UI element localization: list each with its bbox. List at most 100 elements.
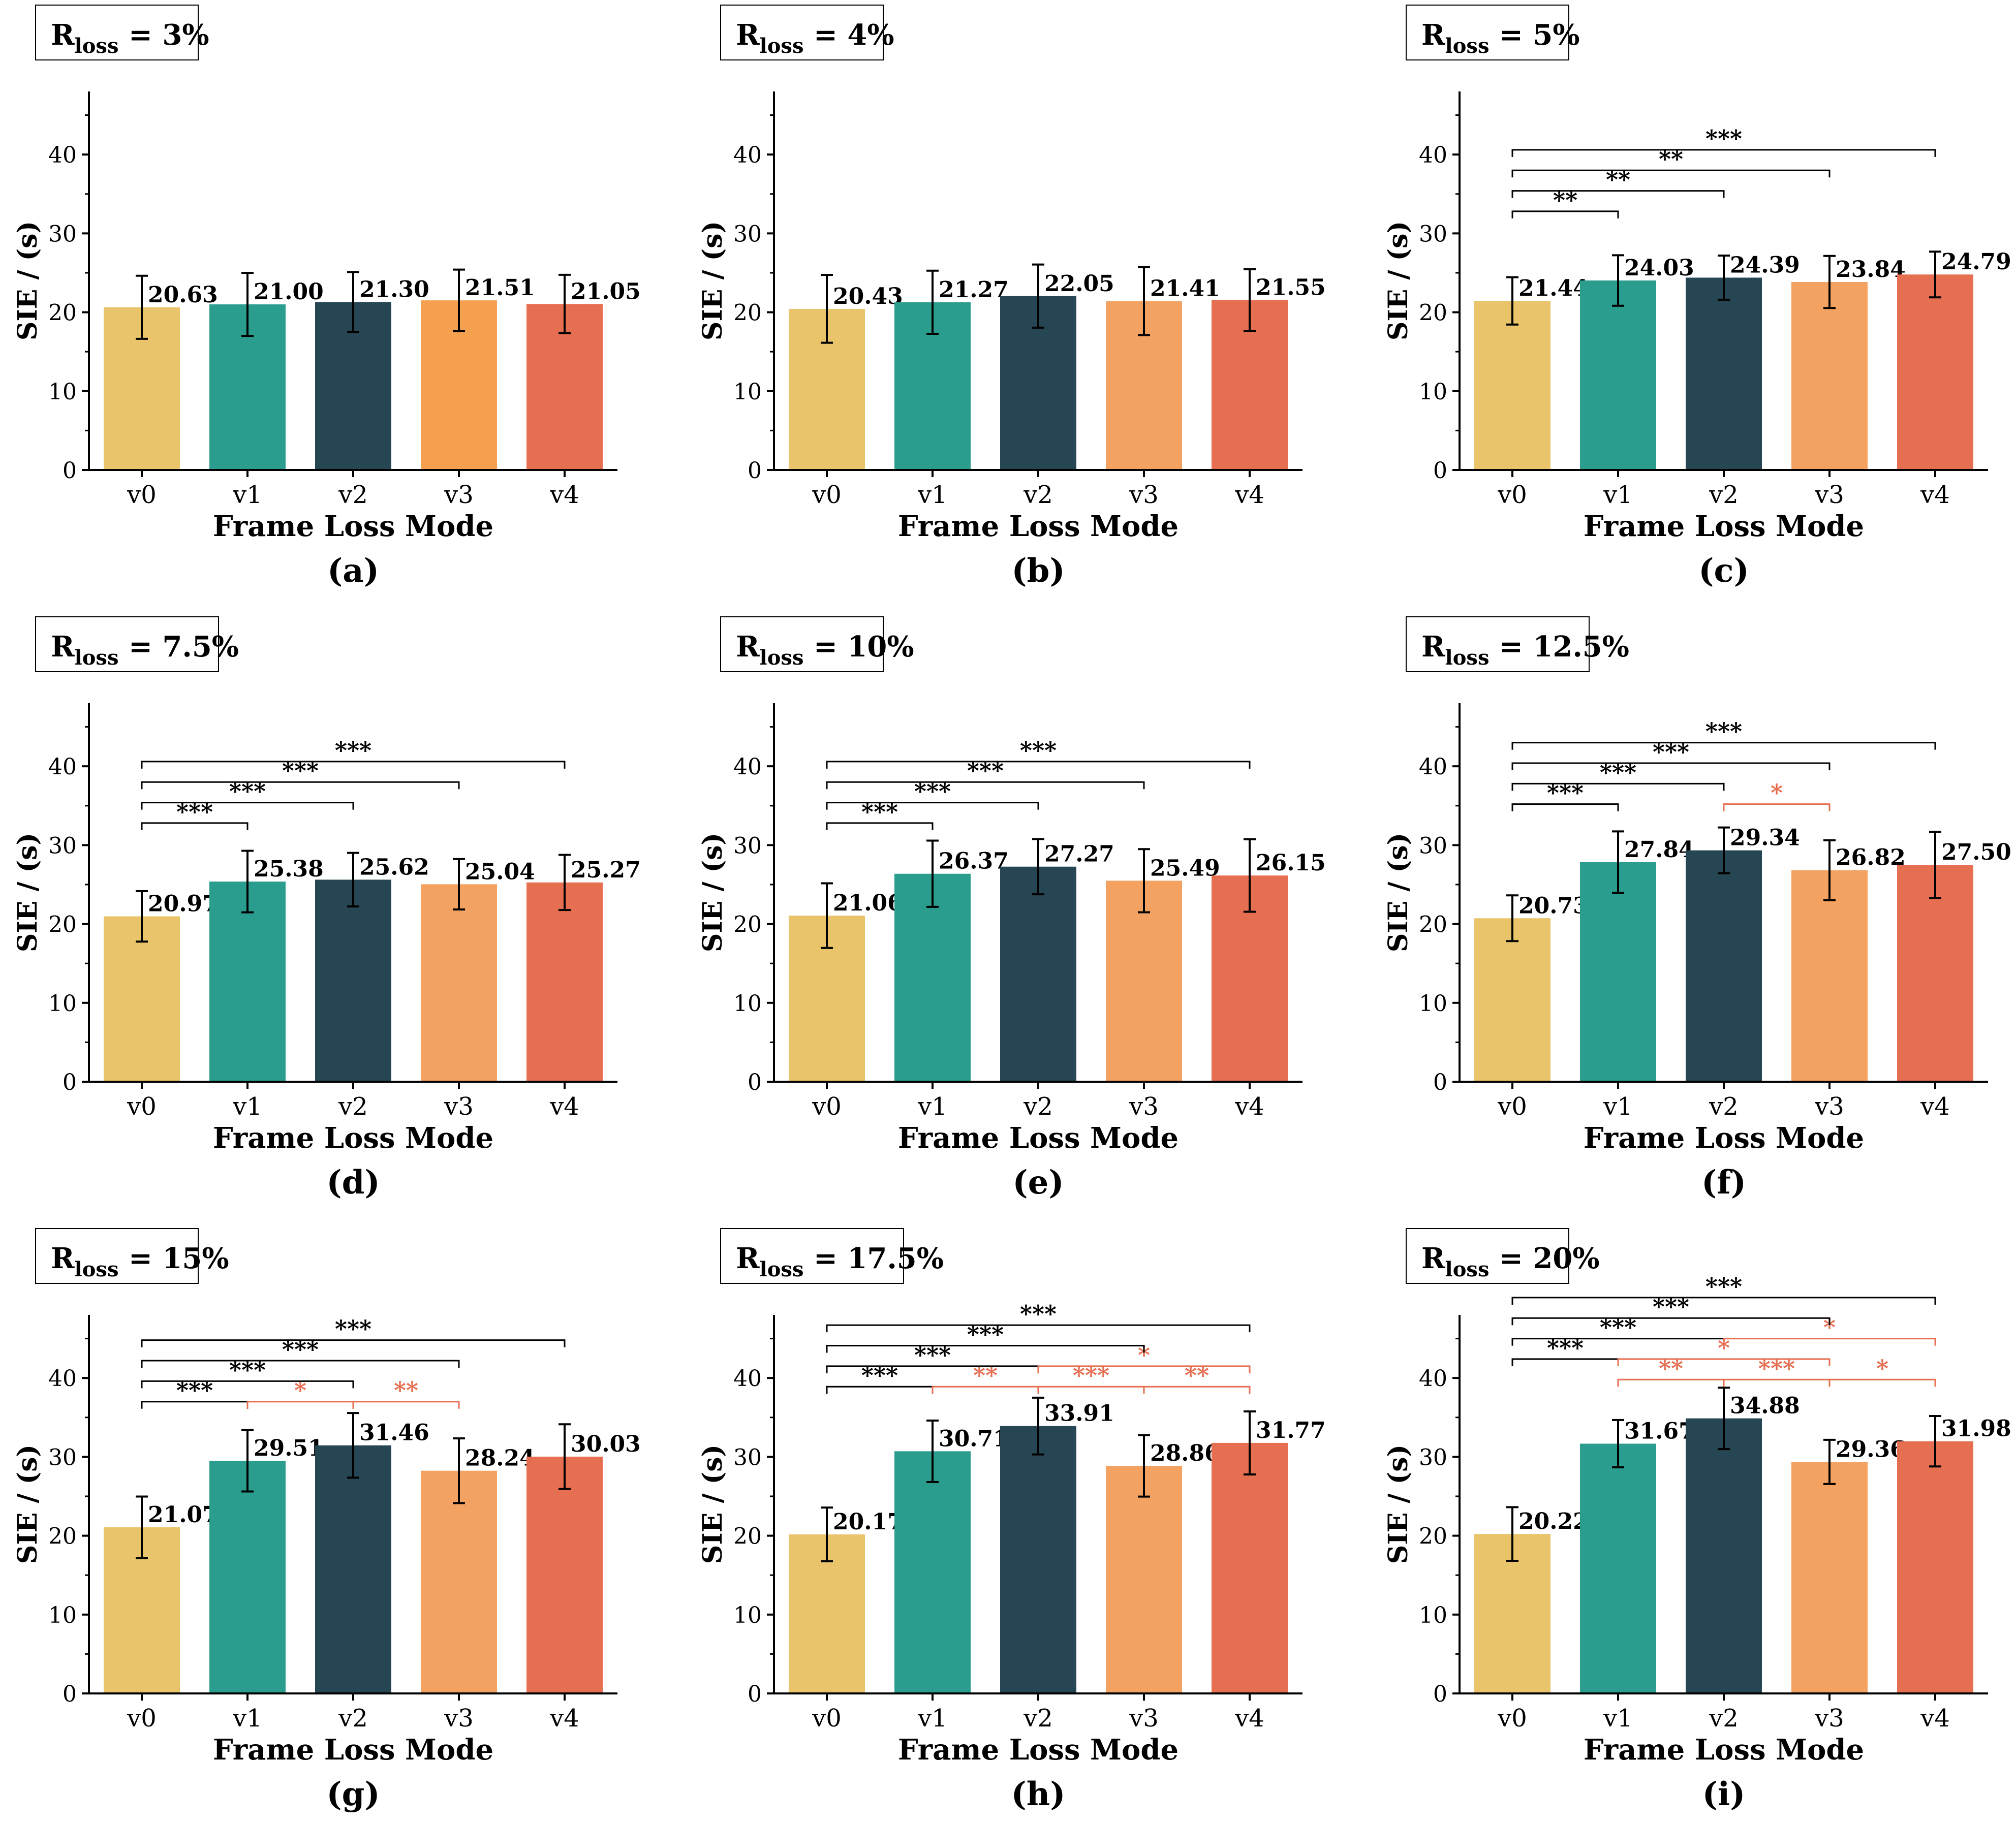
data-label-v0: 20.22 — [1518, 1508, 1589, 1534]
y-tick-label: 0 — [748, 1070, 762, 1095]
data-label-v2: 25.62 — [359, 854, 429, 880]
x-tick-label: v1 — [1603, 1092, 1633, 1121]
significance-bracket: *** — [826, 1300, 1251, 1333]
panel-label: (a) — [327, 552, 379, 590]
y-tick-label: 40 — [1419, 142, 1447, 168]
title-prefix: R — [1421, 1242, 1445, 1275]
title-text: Rloss = 4% — [736, 18, 894, 58]
data-label-v4: 25.27 — [571, 857, 641, 883]
bar-v1 — [1580, 1443, 1656, 1693]
y-tick-label: 0 — [1433, 1681, 1447, 1707]
title-box — [35, 5, 199, 60]
y-tick-label: 0 — [63, 458, 77, 484]
y-tick-label: 10 — [1419, 379, 1447, 405]
y-tick-label: 20 — [48, 1524, 77, 1550]
title-box — [35, 1228, 199, 1284]
bracket-line — [826, 802, 1039, 810]
bracket-line — [826, 1324, 1251, 1333]
x-tick-label: v2 — [1709, 1092, 1739, 1121]
bar-v4 — [1897, 1441, 1973, 1693]
panel-title: Rloss = 3% — [35, 5, 209, 60]
y-tick-label: 30 — [733, 833, 762, 859]
significance-label: *** — [1705, 1273, 1742, 1300]
title-prefix: R — [736, 18, 760, 52]
title-subscript: loss — [75, 646, 119, 670]
y-tick-label: 40 — [48, 1366, 77, 1392]
x-tick-label: v2 — [338, 481, 368, 509]
bar-v3 — [421, 884, 497, 1082]
title-subscript: loss — [760, 646, 804, 670]
bracket-line — [1723, 803, 1831, 811]
y-tick-label: 10 — [733, 1602, 762, 1628]
y-tick-label: 20 — [48, 300, 77, 326]
x-tick-label: v0 — [127, 1092, 157, 1121]
bar-v3 — [1791, 281, 1868, 470]
bracket-line — [1511, 803, 1619, 811]
y-tick-label: 20 — [1419, 912, 1447, 938]
x-axis-label: Frame Loss Mode — [1584, 510, 1864, 543]
y-tick-label: 0 — [748, 1681, 762, 1707]
title-text: Rloss = 15% — [51, 1242, 229, 1281]
bracket-line — [1511, 190, 1725, 198]
title-box — [720, 616, 884, 672]
y-tick-label: 40 — [733, 1366, 762, 1392]
panel-title: Rloss = 4% — [720, 5, 894, 60]
title-box — [720, 5, 884, 60]
x-tick-label: v1 — [1603, 481, 1633, 509]
title-prefix: R — [736, 1242, 760, 1275]
y-tick-label: 20 — [48, 912, 77, 938]
x-tick-label: v3 — [1814, 1092, 1844, 1121]
data-label-v3: 29.36 — [1836, 1436, 1906, 1462]
title-prefix: R — [1421, 18, 1445, 52]
panel-title: Rloss = 12.5% — [1406, 616, 1629, 672]
x-tick-label: v2 — [1023, 1704, 1053, 1733]
y-tick-label: 0 — [748, 458, 762, 484]
y-tick-label: 40 — [733, 142, 762, 168]
bar-v3 — [1791, 870, 1868, 1082]
data-label-v0: 20.43 — [833, 284, 903, 309]
x-tick-label: v4 — [1234, 1092, 1264, 1121]
title-text: Rloss = 17.5% — [736, 1242, 944, 1281]
bar-v2 — [1686, 1418, 1762, 1693]
title-value: = 7.5% — [118, 630, 239, 664]
y-tick-label: 30 — [48, 1444, 77, 1470]
y-tick-label: 30 — [48, 221, 77, 247]
x-axis-label: Frame Loss Mode — [213, 1733, 493, 1767]
bar-v1 — [1580, 862, 1656, 1082]
bar-v3 — [421, 1470, 497, 1693]
y-tick-label: 40 — [48, 754, 77, 780]
panel-label: (c) — [1698, 552, 1749, 590]
bracket-line — [141, 1339, 566, 1347]
bar-v3 — [1106, 881, 1182, 1082]
x-tick-label: v2 — [1709, 481, 1739, 509]
data-label-v1: 25.38 — [254, 856, 324, 882]
data-label-v3: 25.04 — [465, 859, 535, 885]
significance-label: *** — [1020, 1300, 1057, 1328]
significance-label: *** — [1020, 737, 1057, 764]
bar-v4 — [526, 882, 603, 1082]
x-tick-label: v0 — [812, 1704, 842, 1733]
x-axis-label: Frame Loss Mode — [213, 1121, 493, 1155]
title-subscript: loss — [75, 34, 119, 58]
bracket-line — [826, 781, 1145, 790]
title-text: Rloss = 5% — [1421, 18, 1580, 58]
y-tick-label: 40 — [1419, 754, 1447, 780]
y-tick-label: 30 — [1419, 221, 1447, 247]
bar-v4 — [1212, 1442, 1288, 1693]
y-axis-label: SIE / (s) — [1383, 833, 1414, 952]
title-prefix: R — [1421, 630, 1445, 664]
x-axis-label: Frame Loss Mode — [898, 1121, 1178, 1155]
data-label-v4: 31.77 — [1256, 1418, 1326, 1443]
y-tick-label: 30 — [1419, 1444, 1447, 1470]
y-tick-label: 10 — [733, 379, 762, 405]
x-tick-label: v3 — [1814, 1704, 1844, 1733]
bracket-line — [1511, 742, 1936, 750]
bracket-line — [141, 1360, 460, 1368]
data-label-v3: 23.84 — [1836, 257, 1906, 282]
y-axis-label: SIE / (s) — [697, 1444, 728, 1564]
x-tick-label: v2 — [338, 1092, 368, 1121]
significance-label: * — [1771, 779, 1783, 807]
data-label-v2: 33.91 — [1044, 1401, 1114, 1427]
x-tick-label: v3 — [1129, 1092, 1159, 1121]
